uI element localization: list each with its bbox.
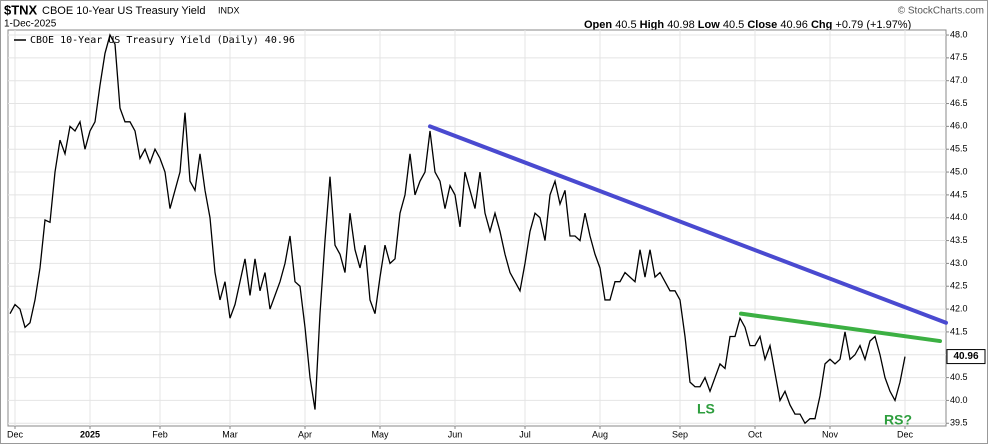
trendline xyxy=(428,124,948,325)
x-tick-label: 2025 xyxy=(80,429,100,439)
annotation: RS? xyxy=(884,412,912,428)
quote-label: Chg xyxy=(811,19,832,31)
x-tick-label: Apr xyxy=(298,429,312,439)
x-tick-label: Aug xyxy=(592,429,608,439)
quote-value: 40.98 xyxy=(667,19,695,31)
quote-value: +0.79 xyxy=(835,19,863,31)
quote-label: Low xyxy=(698,19,720,31)
trendline xyxy=(739,311,942,344)
plot: 39.540.040.541.041.542.042.543.043.544.0… xyxy=(7,29,968,439)
annotation: LS xyxy=(697,401,715,417)
x-tick-label: Sep xyxy=(672,429,688,439)
y-tick-label: 42.0 xyxy=(950,303,968,313)
quote-value: 40.5 xyxy=(723,19,744,31)
x-tick-label: Jul xyxy=(519,429,531,439)
x-tick-label: May xyxy=(371,429,389,439)
y-tick-label: 41.5 xyxy=(950,326,968,336)
y-tick-label: 40.0 xyxy=(950,395,968,405)
x-tick-label: Dec xyxy=(897,429,914,439)
quote-label: High xyxy=(640,19,665,31)
y-tick-label: 48.0 xyxy=(950,29,968,39)
x-tick-label: Mar xyxy=(222,429,238,439)
y-tick-label: 44.0 xyxy=(950,212,968,222)
quote-value: 40.96 xyxy=(780,19,808,31)
symbol: $TNX xyxy=(4,2,38,17)
x-tick-label: Nov xyxy=(822,429,839,439)
y-tick-label: 46.0 xyxy=(950,121,968,131)
last-value-box xyxy=(946,349,986,365)
x-tick-label: Oct xyxy=(748,429,763,439)
quote: Open 40.5 High 40.98 Low 40.5 Close 40.9… xyxy=(584,19,911,31)
source: © StockCharts.com xyxy=(898,6,984,17)
y-tick-label: 45.0 xyxy=(950,166,968,176)
chart-title: CBOE 10-Year US Treasury Yield xyxy=(42,5,205,17)
quote-label: Close xyxy=(747,19,777,31)
quote-value: 40.5 xyxy=(615,19,636,31)
date: 1-Dec-2025 xyxy=(4,19,57,30)
exchange: INDX xyxy=(218,5,240,15)
last-value-label: 40.96 xyxy=(953,351,978,362)
y-tick-label: 47.5 xyxy=(950,52,968,62)
y-tick-label: 42.5 xyxy=(950,281,968,291)
x-tick-label: Dec xyxy=(7,429,24,439)
y-tick-label: 43.0 xyxy=(950,258,968,268)
y-tick-label: 43.5 xyxy=(950,235,968,245)
y-tick-label: 40.5 xyxy=(950,372,968,382)
legend-label: CBOE 10-Year US Treasury Yield (Daily) 4… xyxy=(30,35,295,46)
quote-value: (+1.97%) xyxy=(866,19,911,31)
plot-area xyxy=(7,29,947,427)
x-tick-label: Jun xyxy=(448,429,463,439)
y-tick-label: 47.0 xyxy=(950,75,968,85)
x-tick-label: Feb xyxy=(152,429,168,439)
y-tick-label: 44.5 xyxy=(950,189,968,199)
y-tick-label: 45.5 xyxy=(950,144,968,154)
y-tick-label: 46.5 xyxy=(950,98,968,108)
price-line xyxy=(9,33,906,425)
y-tick-label: 39.5 xyxy=(950,418,968,428)
quote-label: Open xyxy=(584,19,612,31)
